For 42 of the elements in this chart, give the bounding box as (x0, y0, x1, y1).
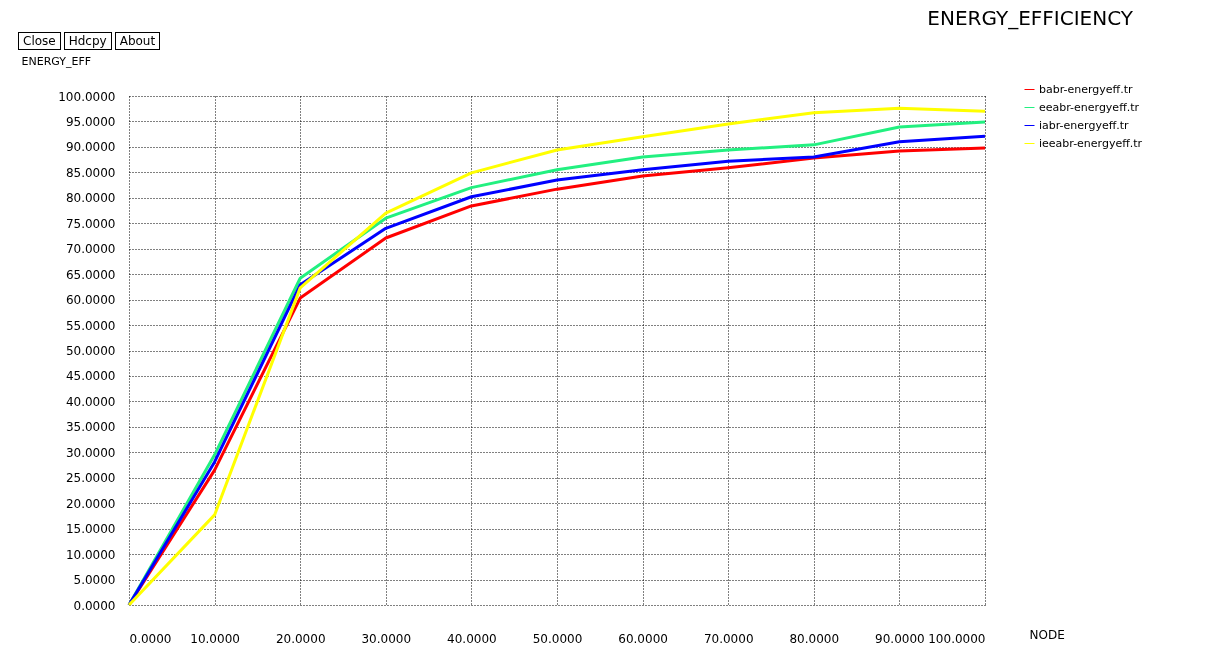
y-tick-label: 0.0000 (73, 598, 116, 613)
y-tick-label: 15.0000 (65, 522, 116, 537)
button: Hdcpy (63, 32, 112, 50)
y-tick-label: 70.0000 (65, 242, 116, 257)
y-tick-label: 50.0000 (65, 344, 116, 358)
y-tick-label: 80.0000 (65, 191, 116, 206)
y-axis-title: ENERGY_EFF (21, 54, 92, 68)
x-tick-label: 10.0000 (190, 631, 240, 646)
y-tick-label: 30.0000 (65, 445, 116, 460)
y-tick-label: 25.0000 (65, 471, 116, 486)
x-tick-label: 60.0000 (618, 631, 668, 646)
button: About (114, 32, 161, 50)
y-tick-label: 90.0000 (65, 140, 116, 155)
y-tick-label: 45.0000 (65, 369, 116, 384)
text: ENERGY_EFFICIENCY (927, 6, 1134, 30)
x-tick-label: 30.0000 (361, 631, 412, 646)
y-tick-label: 40.0000 (65, 394, 116, 409)
y-tick-label: 100.0000 (58, 89, 116, 104)
x-tick-label: 70.0000 (703, 631, 754, 646)
y-tick-label: 60.0000 (65, 293, 116, 308)
button: Close (18, 32, 61, 50)
y-tick-label: 20.0000 (65, 496, 116, 511)
x-tick-label: 20.0000 (275, 631, 326, 646)
x-tick-label: 100.0000 (928, 631, 986, 646)
y-tick-label: 75.0000 (65, 216, 116, 231)
x-tick-label: 50.0000 (532, 631, 583, 646)
legend-label: babr-energyeff.tr (1039, 82, 1133, 96)
x-tick-label: 0.0000 (129, 631, 172, 646)
y-tick-label: 10.0000 (65, 547, 116, 562)
y-tick-label: 85.0000 (65, 165, 116, 180)
y-tick-label: 55.0000 (65, 318, 116, 333)
y-tick-label: 5.0000 (73, 573, 116, 588)
legend-label: eeabr-energyeff.tr (1039, 100, 1140, 114)
x-tick-label: 90.0000 (875, 631, 925, 646)
y-tick-label: 95.0000 (65, 114, 116, 129)
y-tick-label: 65.0000 (65, 267, 116, 282)
x-axis-title: NODE (1029, 627, 1065, 642)
y-tick-label: 35.0000 (65, 420, 116, 435)
legend-label: iabr-energyeff.tr (1039, 118, 1130, 132)
x-tick-label: 80.0000 (789, 631, 840, 646)
legend-label: ieeabr-energyeff.tr (1039, 136, 1143, 150)
x-tick-label: 40.0000 (447, 631, 497, 646)
